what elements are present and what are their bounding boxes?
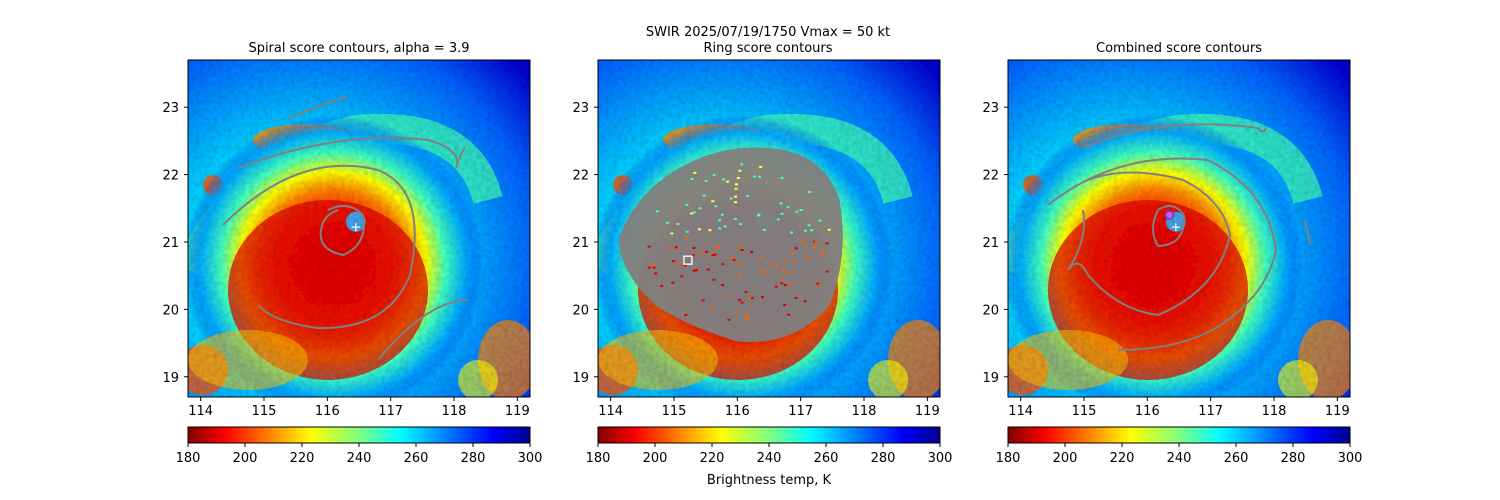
x-tick-label: 114 <box>188 404 213 419</box>
colorbar-tick-label: 260 <box>1224 451 1249 466</box>
colorbar-tick-label: 200 <box>233 451 258 466</box>
colorbar-tick-label: 240 <box>757 451 782 466</box>
brightness-heatmap <box>1008 60 1350 397</box>
y-tick-label: 20 <box>982 303 999 318</box>
center-marker <box>351 223 360 232</box>
axes-frame <box>1007 59 1351 398</box>
colorbar-label: Brightness temp, K <box>707 473 832 488</box>
y-tick-label: 19 <box>162 371 179 386</box>
y-tick-label: 23 <box>982 101 999 116</box>
panel-spiral-score: Spiral score contours, alpha = 3.9 114 115… <box>162 41 542 466</box>
colorbar-tick-label: 200 <box>1053 451 1078 466</box>
x-tick-label: 116 <box>1135 404 1160 419</box>
colorbar-tick-label: 240 <box>1167 451 1192 466</box>
panel-ring-score: 114 115 116 117 118 119 19 20 21 22 23 180 200 220 240… <box>572 59 953 488</box>
colorbar-tick-label: 280 <box>461 451 486 466</box>
colorbar <box>597 426 941 444</box>
colorbar-tick-label: 200 <box>643 451 668 466</box>
colorbar-tick-label: 260 <box>404 451 429 466</box>
ring-score-contour-mass <box>618 147 843 343</box>
x-tick-label: 118 <box>852 404 877 419</box>
x-tick-label: 117 <box>1198 404 1223 419</box>
axes-frame <box>187 59 531 398</box>
axes-frame <box>597 59 941 398</box>
y-tick-label: 23 <box>162 101 179 116</box>
x-tick-label: 119 <box>915 404 940 419</box>
panel-combined-score: Combined score contours 114 115 116 117 118 11… <box>982 41 1362 466</box>
x-tick-label: 117 <box>378 404 403 419</box>
ring-fix-marker <box>683 255 693 265</box>
colorbar-tick-label: 220 <box>700 451 725 466</box>
y-tick-label: 19 <box>982 371 999 386</box>
y-tick-label: 20 <box>162 303 179 318</box>
colorbar <box>1007 426 1351 444</box>
y-tick-label: 19 <box>572 371 589 386</box>
y-tick-label: 20 <box>572 303 589 318</box>
panel-title: Combined score contours <box>1096 41 1262 56</box>
colorbar-tick-label: 300 <box>1338 451 1363 466</box>
brightness-heatmap <box>188 60 530 397</box>
x-tick-label: 118 <box>442 404 467 419</box>
y-tick-label: 21 <box>572 236 589 251</box>
x-tick-label: 118 <box>1262 404 1287 419</box>
colorbar-tick-label: 220 <box>290 451 315 466</box>
y-tick-label: 23 <box>572 101 589 116</box>
colorbar-tick-label: 180 <box>176 451 201 466</box>
y-tick-label: 21 <box>162 236 179 251</box>
x-tick-label: 119 <box>1325 404 1350 419</box>
center-marker <box>1171 223 1180 232</box>
panel-2-title: Ring score contours <box>703 41 832 56</box>
colorbar-tick-label: 240 <box>347 451 372 466</box>
x-tick-label: 117 <box>788 404 813 419</box>
score-contours <box>1047 123 1311 351</box>
colorbar-tick-label: 300 <box>928 451 953 466</box>
score-contours <box>618 147 843 343</box>
colorbar-tick-label: 280 <box>871 451 896 466</box>
colorbar-tick-label: 220 <box>1110 451 1135 466</box>
contour-gaps <box>647 163 831 321</box>
panel-title: Spiral score contours, alpha = 3.9 <box>248 41 469 56</box>
x-tick-label: 114 <box>1008 404 1033 419</box>
colorbar <box>187 426 531 444</box>
figure-title: SWIR 2025/07/19/1750 Vmax = 50 kt <box>646 25 890 40</box>
y-tick-label: 21 <box>982 236 999 251</box>
score-contours <box>222 96 469 361</box>
x-tick-label: 116 <box>725 404 750 419</box>
combined-fix-marker <box>1164 210 1175 220</box>
x-tick-label: 116 <box>315 404 340 419</box>
x-tick-label: 115 <box>662 404 687 419</box>
y-tick-label: 22 <box>982 169 999 184</box>
colorbar-tick-label: 180 <box>586 451 611 466</box>
y-tick-label: 22 <box>572 169 589 184</box>
x-tick-label: 114 <box>598 404 623 419</box>
colorbar-tick-label: 300 <box>518 451 543 466</box>
colorbar-tick-label: 260 <box>814 451 839 466</box>
y-tick-label: 22 <box>162 169 179 184</box>
x-tick-label: 115 <box>252 404 277 419</box>
x-tick-label: 115 <box>1072 404 1097 419</box>
x-tick-label: 119 <box>505 404 530 419</box>
colorbar-tick-label: 280 <box>1281 451 1306 466</box>
colorbar-tick-label: 180 <box>996 451 1021 466</box>
